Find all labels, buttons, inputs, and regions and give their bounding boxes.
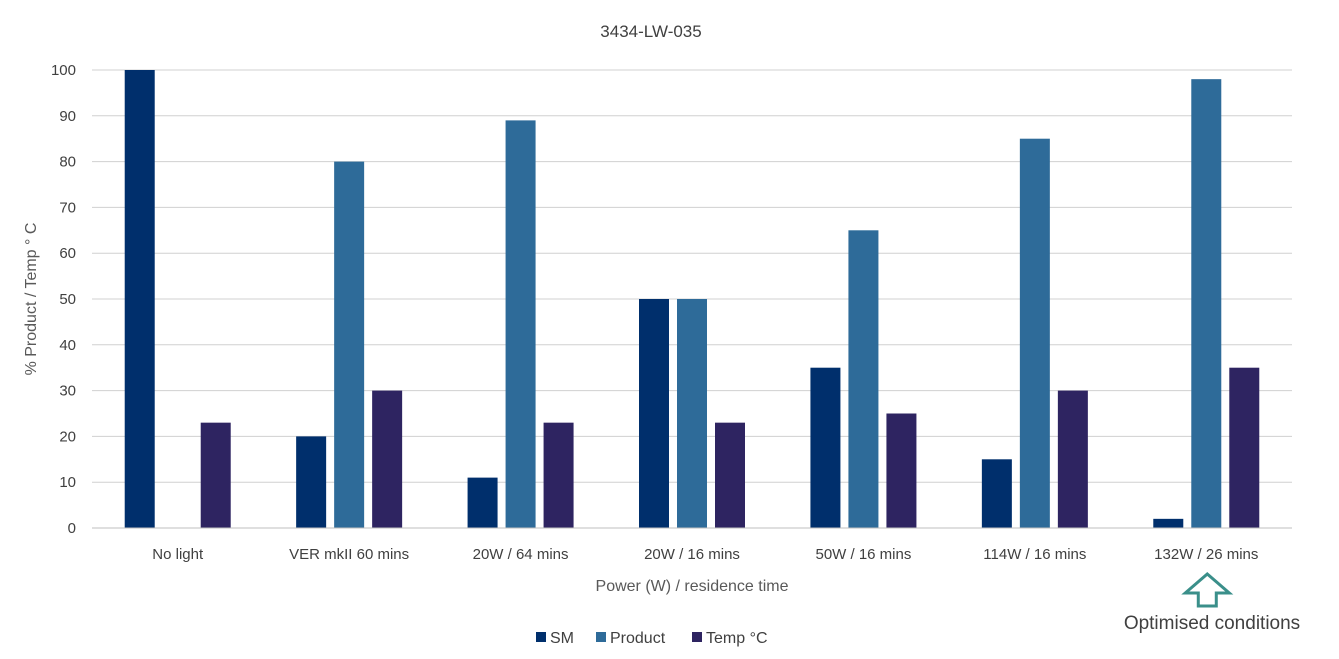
bar-sm: [1153, 518, 1184, 528]
bar-product: [848, 230, 879, 529]
bar-temp-c: [1057, 390, 1088, 528]
bar-temp-c: [543, 422, 574, 528]
y-tick-label: 30: [59, 383, 76, 400]
legend: SM Product Temp °C: [536, 630, 768, 647]
x-tick-label: No light: [152, 546, 204, 563]
y-tick-label: 10: [59, 474, 76, 491]
y-tick-label: 100: [51, 62, 76, 79]
bar-sm: [467, 477, 498, 528]
y-tick-label: 80: [59, 154, 76, 171]
annotation-text: Optimised conditions: [1124, 613, 1300, 634]
x-axis-title: Power (W) / residence time: [596, 578, 789, 595]
y-tick-label: 90: [59, 108, 76, 125]
bar-sm: [296, 436, 327, 528]
y-tick-label: 20: [59, 428, 76, 445]
bar-temp-c: [715, 422, 745, 528]
bar-temp-c: [1229, 367, 1260, 528]
bar-sm: [639, 299, 669, 528]
y-tick-label: 50: [59, 291, 76, 308]
y-tick-label: 40: [59, 337, 76, 354]
bar-product: [505, 120, 536, 528]
legend-item: SM: [536, 630, 574, 647]
y-tick-label: 0: [68, 520, 76, 537]
x-tick-label: 132W / 26 mins: [1154, 546, 1258, 563]
legend-swatch: [596, 632, 606, 642]
x-tick-label: 50W / 16 mins: [815, 546, 911, 563]
legend-item: Product: [596, 630, 666, 647]
bars: [124, 70, 1260, 529]
bar-product: [334, 161, 365, 528]
bar-sm: [981, 459, 1012, 528]
up-arrow-outline-icon: [1181, 572, 1234, 608]
x-tick-label: 20W / 64 mins: [473, 546, 569, 563]
bar-product: [1191, 79, 1222, 528]
legend-item: Temp °C: [692, 630, 768, 647]
bar-product: [1019, 138, 1050, 528]
annotation: Optimised conditions: [1124, 572, 1300, 634]
legend-swatch: [692, 632, 702, 642]
legend-label: Product: [610, 630, 666, 647]
x-tick-label: VER mkII 60 mins: [289, 546, 409, 563]
chart-title: 3434-LW-035: [600, 22, 701, 41]
bar-sm: [810, 367, 841, 528]
bar-temp-c: [200, 422, 231, 528]
bar-temp-c: [372, 390, 403, 528]
x-tick-label: 20W / 16 mins: [644, 546, 740, 563]
legend-label: Temp °C: [706, 630, 768, 647]
y-tick-label: 60: [59, 245, 76, 262]
y-axis-title: % Product / Temp ° C: [23, 223, 40, 376]
x-axis-ticks: No light VER mkII 60 mins 20W / 64 mins 20W…: [152, 546, 1258, 563]
y-axis-ticks: 0 10 20 30 40 50 60 70 80 90 100: [51, 62, 76, 537]
legend-label: SM: [550, 630, 574, 647]
y-tick-label: 70: [59, 199, 76, 216]
bar-temp-c: [886, 413, 917, 528]
bar-product: [677, 299, 707, 528]
legend-swatch: [536, 632, 546, 642]
bar-sm: [124, 70, 155, 528]
x-tick-label: 114W / 16 mins: [983, 546, 1086, 563]
